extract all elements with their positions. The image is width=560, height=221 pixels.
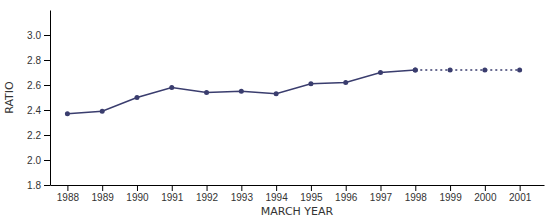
y-tick: 1.8 (27, 180, 50, 191)
y-tick-label: 2.6 (27, 80, 41, 91)
y-tick: 2.6 (27, 80, 50, 91)
x-tick-label: 1993 (231, 192, 254, 203)
x-tick-label: 1989 (92, 192, 115, 203)
point (517, 68, 522, 73)
x-axis-line (51, 185, 545, 186)
y-tick: 2.8 (27, 55, 50, 66)
x-tick-mark (415, 185, 416, 191)
point (308, 81, 313, 86)
x-tick: 1995 (300, 185, 323, 203)
x-tick-label: 1992 (196, 192, 219, 203)
series (65, 68, 418, 117)
point (378, 70, 383, 75)
x-tick-label: 1996 (335, 192, 358, 203)
x-tick-mark (207, 185, 208, 191)
x-tick-label: 2000 (474, 192, 497, 203)
x-tick-label: 1995 (300, 192, 323, 203)
x-tick: 1999 (439, 185, 462, 203)
marks (65, 68, 522, 117)
y-tick-label: 3.0 (27, 30, 41, 41)
point (169, 85, 174, 90)
y-tick-mark (44, 60, 50, 61)
x-tick: 1997 (370, 185, 393, 203)
x-tick-label: 2001 (509, 192, 532, 203)
x-tick-label: 1999 (439, 192, 462, 203)
x-tick-mark (380, 185, 381, 191)
x-tick: 1988 (57, 185, 80, 203)
x-axis: 1988 1989 1990 1991 1992 1993 1994 1995 1996 1997… (51, 185, 545, 203)
y-tick-mark (44, 185, 50, 186)
point (413, 68, 418, 73)
x-tick: 1991 (161, 185, 184, 203)
x-tick-mark (67, 185, 68, 191)
y-tick: 2.4 (27, 105, 50, 116)
x-tick-mark (485, 185, 486, 191)
x-tick-label: 1990 (126, 192, 149, 203)
chart: 1988 1989 1990 1991 1992 1993 1994 1995 1996 1997… (0, 0, 560, 221)
x-tick-label: 1988 (57, 192, 80, 203)
x-tick-mark (137, 185, 138, 191)
y-tick-mark (44, 135, 50, 136)
y-tick-label: 2.4 (27, 105, 41, 116)
point (413, 68, 418, 73)
x-tick-label: 1994 (266, 192, 289, 203)
point (65, 111, 70, 116)
x-axis-title: MARCH YEAR (261, 205, 334, 218)
y-axis: 1.8 2.0 2.2 2.4 2.6 2.8 3.0 (27, 11, 50, 191)
plot: 1988 1989 1990 1991 1992 1993 1994 1995 1996 1997… (27, 11, 544, 204)
y-tick-mark (44, 35, 50, 36)
x-tick: 1990 (126, 185, 149, 203)
x-tick-mark (450, 185, 451, 191)
point (134, 95, 139, 100)
x-tick: 1994 (266, 185, 289, 203)
x-tick: 1989 (92, 185, 115, 203)
x-tick-label: 1998 (405, 192, 428, 203)
point (100, 109, 105, 114)
x-tick: 2000 (474, 185, 497, 203)
y-tick-label: 1.8 (27, 180, 41, 191)
x-tick-mark (311, 185, 312, 191)
y-tick-mark (44, 110, 50, 111)
x-tick: 1996 (335, 185, 358, 203)
series (413, 68, 522, 73)
line (415, 69, 519, 71)
x-tick-mark (102, 185, 103, 191)
y-tick-mark (44, 160, 50, 161)
y-tick: 2.2 (27, 130, 50, 141)
y-tick: 2.0 (27, 155, 50, 166)
point (274, 91, 279, 96)
y-tick-label: 2.0 (27, 155, 41, 166)
line (67, 70, 415, 114)
x-tick-label: 1997 (370, 192, 393, 203)
x-tick-mark (172, 185, 173, 191)
y-tick: 3.0 (27, 30, 50, 41)
y-axis-title: RATIO (3, 81, 16, 114)
x-tick: 1993 (231, 185, 254, 203)
point (482, 68, 487, 73)
x-tick-label: 1991 (161, 192, 184, 203)
x-tick: 2001 (509, 185, 532, 203)
point (343, 80, 348, 85)
x-tick-mark (241, 185, 242, 191)
point (239, 89, 244, 94)
x-tick-mark (520, 185, 521, 191)
x-tick: 1998 (405, 185, 428, 203)
x-tick: 1992 (196, 185, 219, 203)
point (448, 68, 453, 73)
y-axis-line (50, 11, 51, 186)
point (204, 90, 209, 95)
y-tick-mark (44, 85, 50, 86)
x-tick-mark (346, 185, 347, 191)
y-tick-label: 2.2 (27, 130, 41, 141)
x-tick-mark (276, 185, 277, 191)
y-tick-label: 2.8 (27, 55, 41, 66)
